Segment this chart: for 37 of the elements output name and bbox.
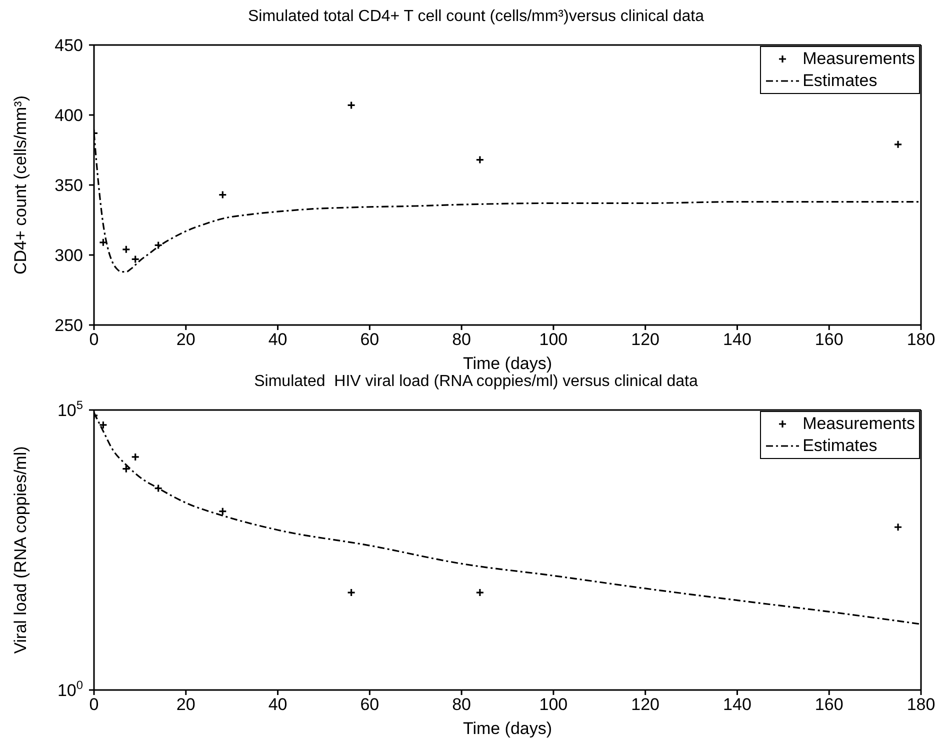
x-tick-label: 180 [906,330,936,350]
x-tick-label: 120 [631,695,660,714]
y-tick-label: 10$^{0}$ [57,678,84,700]
y-tick-label: 10$^{5}$ [57,398,84,420]
x-tick-label: 60 [360,695,380,714]
x-tick-label: 140 [723,695,752,714]
legend-label: Measurements [802,413,915,435]
x-tick-label: 140 [723,330,752,350]
x-tick-label: 100 [539,695,568,714]
y-tick-label: 250 [54,316,83,335]
y-tick-label: 450 [54,36,83,55]
y-axis-title: CD4+ count (cells/mm³) [11,95,30,275]
x-tick-label: 160 [814,695,844,714]
x-tick-label: 80 [452,695,472,714]
x-tick-label: 160 [814,330,844,350]
x-axis-title: Time (days) [462,719,552,738]
x-tick-label: 0 [89,695,99,714]
chart-title: Simulated HIV viral load (RNA coppies/ml) versus clinical data [253,373,699,392]
x-tick-label: 60 [360,330,380,350]
legend-label: Measurements [802,48,915,70]
y-tick-label: 400 [54,106,83,125]
x-tick-label: 40 [268,330,288,350]
y-axis-title: Viral load (RNA coppies/ml) [11,446,30,654]
legend-label: Estimates [802,435,878,457]
x-tick-label: 0 [89,330,99,350]
x-axis-title: Time (days) [462,354,552,373]
y-tick-label: 350 [54,176,83,195]
x-tick-label: 20 [176,695,196,714]
x-tick-label: 40 [268,695,288,714]
x-tick-label: 180 [906,695,936,714]
legend-label: Estimates [802,70,878,92]
y-tick-label: 300 [54,246,83,265]
x-tick-label: 20 [176,330,196,350]
x-tick-label: 80 [452,330,472,350]
x-tick-label: 100 [539,330,568,350]
chart-title: Simulated total CD4+ T cell count (cells/mm³)versus clinical data [246,8,706,27]
x-tick-label: 120 [631,330,660,350]
